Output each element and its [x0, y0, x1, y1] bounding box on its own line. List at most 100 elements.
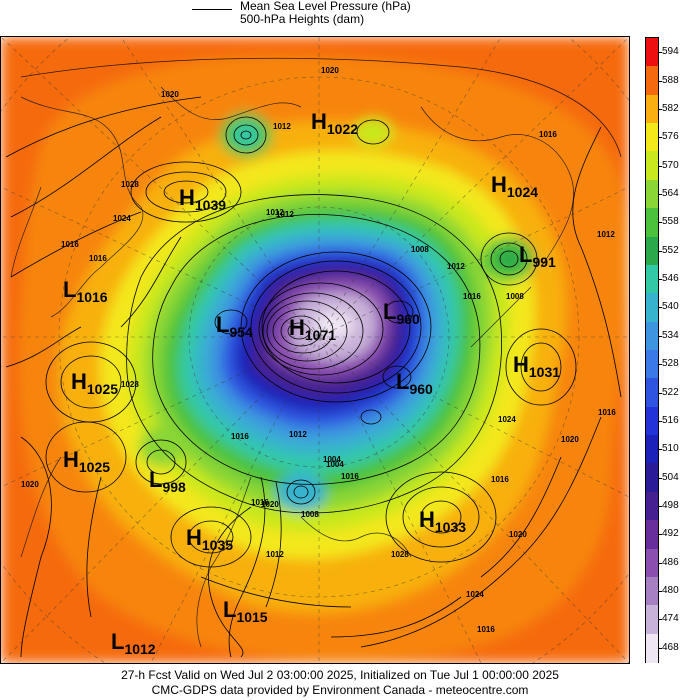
- system-letter: L: [149, 467, 162, 492]
- low-pressure-center: L991: [519, 242, 556, 270]
- system-letter: L: [223, 597, 236, 622]
- isobar-value-label: 1016: [89, 254, 107, 263]
- forecast-validity: 27-h Fcst Valid on Wed Jul 2 03:00:00 20…: [121, 668, 559, 682]
- colorbar-tick: [659, 364, 662, 366]
- colorbar-label: 480: [662, 585, 679, 597]
- isobar-value-label: 1016: [491, 475, 509, 484]
- system-letter: H: [179, 185, 195, 210]
- isobar-value-label: 1012: [273, 122, 291, 131]
- isobar-value-label: 1020: [161, 90, 179, 99]
- colorbar-segment: [646, 378, 658, 408]
- colorbar-segment: [646, 123, 658, 153]
- colorbar-tick: [659, 477, 662, 479]
- colorbar-tick: [659, 165, 662, 167]
- contour-lines: [5, 57, 622, 658]
- system-pressure-value: 960: [396, 311, 420, 327]
- colorbar-tick: [659, 80, 662, 82]
- colorbar-segment: [646, 321, 658, 351]
- colorbar-label: 564: [662, 188, 679, 199]
- system-letter: L: [396, 369, 409, 394]
- height-colorbar: [645, 37, 659, 663]
- colorbar-segment: [646, 406, 658, 436]
- system-pressure-value: 1024: [507, 184, 538, 200]
- colorbar-segment: [646, 576, 658, 606]
- isobar-value-label: 1012: [266, 550, 284, 559]
- isobar-value-label: 1016: [251, 498, 269, 507]
- isobar-value-label: 1016: [341, 472, 359, 481]
- system-pressure-value: 960: [409, 381, 433, 397]
- system-pressure-value: 1033: [435, 519, 466, 535]
- isobar-value-label: 1008: [506, 292, 524, 301]
- isobar-value-label: 1016: [61, 240, 79, 249]
- system-pressure-value: 1035: [202, 537, 233, 553]
- isobar-value-label: 1016: [231, 432, 249, 441]
- colorbar-tick: [659, 194, 662, 195]
- mslp-line-sample: [192, 9, 232, 10]
- colorbar-label: 582: [662, 102, 679, 114]
- system-pressure-value: 1025: [87, 381, 118, 397]
- low-pressure-center: L998: [149, 467, 186, 495]
- isobar-value-label: 1024: [113, 214, 131, 223]
- colorbar-tick: [659, 108, 662, 110]
- system-pressure-value: 954: [229, 324, 253, 340]
- isobar-value-label: 1004: [323, 455, 341, 464]
- isobar-value-label: 1008: [301, 510, 319, 519]
- isobar-value-label: 1028: [391, 550, 409, 559]
- colorbar-tick: [659, 562, 662, 564]
- colorbar-label: 588: [662, 74, 679, 86]
- colorbar-segment: [646, 179, 658, 209]
- colorbar-segment: [646, 264, 658, 294]
- legend-mslp-label: Mean Sea Level Pressure (hPa): [240, 0, 411, 13]
- colorbar-tick: [659, 534, 662, 536]
- system-letter: H: [311, 109, 327, 134]
- system-pressure-value: 1031: [529, 364, 560, 380]
- colorbar-tick: [659, 137, 662, 139]
- system-letter: H: [71, 369, 87, 394]
- colorbar-label: 540: [662, 301, 679, 313]
- system-pressure-value: 1015: [236, 609, 267, 625]
- system-pressure-value: 1022: [327, 121, 358, 137]
- isobar-value-label: 1008: [411, 245, 429, 254]
- colorbar-label: 504: [662, 471, 679, 483]
- legend-heights-label: 500-hPa Heights (dam): [240, 12, 365, 26]
- system-letter: H: [419, 507, 435, 532]
- isobar-value-label: 1012: [289, 430, 307, 439]
- system-letter: L: [383, 299, 396, 324]
- colorbar-segment: [646, 208, 658, 238]
- isobar-value-label: 1016: [477, 625, 495, 634]
- colorbar-label: 546: [662, 273, 679, 285]
- isobar-value-label: 1016: [463, 292, 481, 301]
- isobar-value-label: 1028: [121, 180, 139, 189]
- system-letter: H: [491, 172, 507, 197]
- system-pressure-value: 998: [162, 479, 186, 495]
- isobar-labels: 1020102010121012102810241016101610121008…: [21, 66, 616, 634]
- lat-lon-grid: [1, 37, 629, 663]
- colorbar-segment: [646, 491, 658, 521]
- colorbar-segment: [646, 463, 658, 493]
- colorbar-label: 558: [662, 216, 679, 228]
- trough-north: [353, 118, 393, 146]
- colorbar-segment: [646, 66, 658, 96]
- isobar-value-label: 1012: [597, 230, 615, 239]
- low-pressure-center: L960: [396, 369, 433, 397]
- trough-south: [276, 472, 326, 512]
- isobar-value-label: 1012: [276, 210, 294, 219]
- high-pressure-center: H1039: [179, 185, 226, 213]
- colorbar-segment: [646, 605, 658, 635]
- weather-map: 1020 1020 1012 1012 1028 1024 1016 1016 1012 1008…: [0, 36, 630, 664]
- colorbar-label: 492: [662, 528, 679, 540]
- high-pressure-center: H1024: [491, 172, 538, 200]
- colorbar-tick: [659, 279, 662, 281]
- colorbar-segment: [646, 520, 658, 550]
- isobar-value-label: 1024: [498, 415, 516, 424]
- colorbar-tick: [659, 250, 662, 252]
- colorbar-tick: [659, 335, 662, 337]
- system-pressure-value: 991: [532, 254, 556, 270]
- high-pressure-center: H1033: [419, 507, 466, 535]
- colorbar-segment: [646, 435, 658, 465]
- colorbar-label: 474: [662, 613, 679, 625]
- colorbar-segment: [646, 236, 658, 266]
- colorbar-label: 576: [662, 131, 679, 143]
- colorbar-label: 468: [662, 641, 679, 653]
